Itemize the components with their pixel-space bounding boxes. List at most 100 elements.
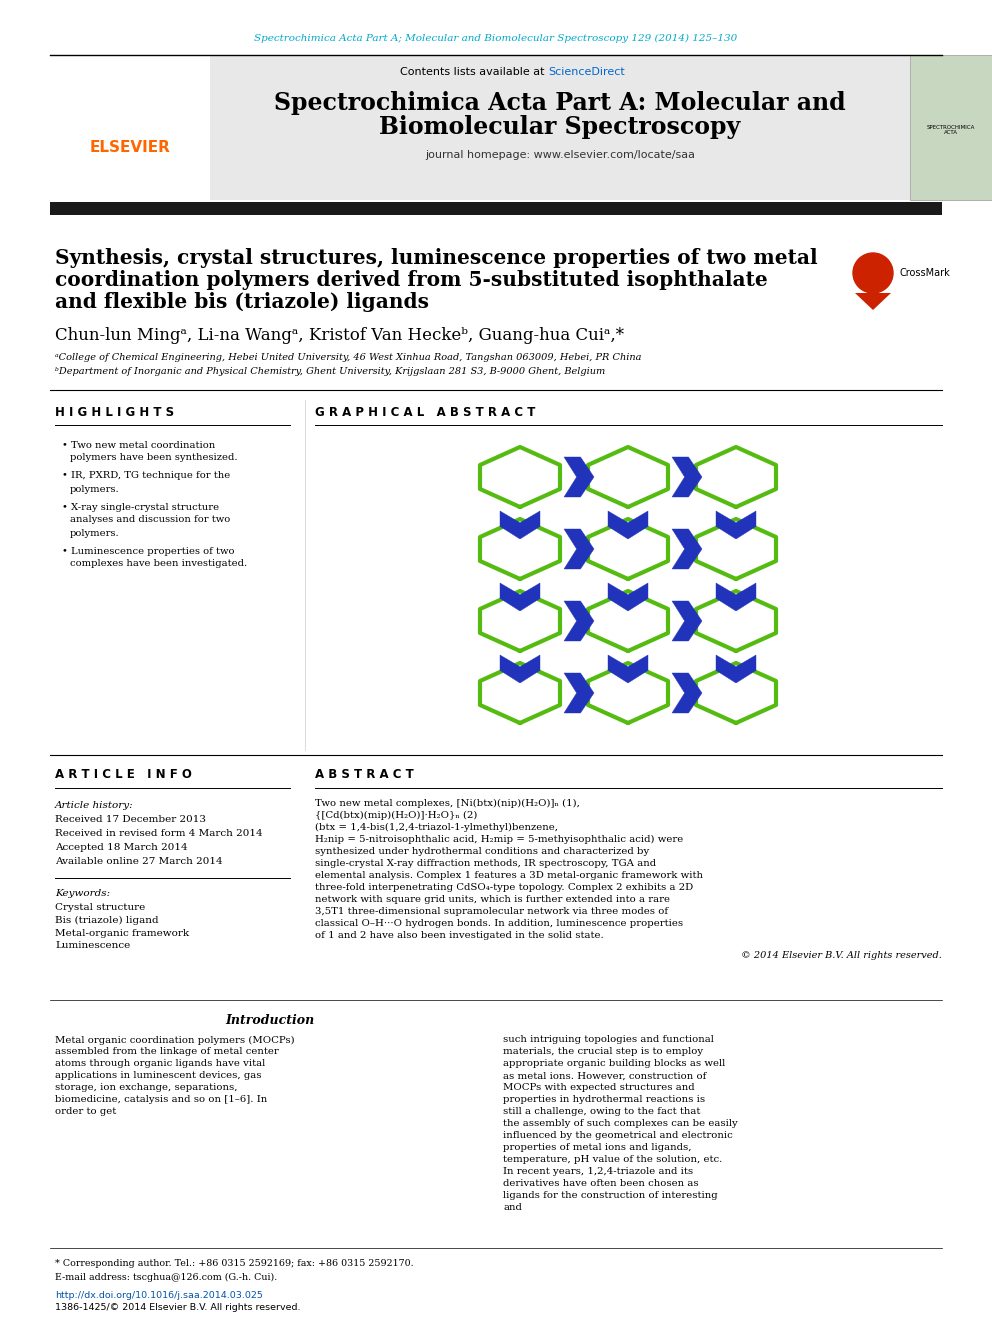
Text: In recent years, 1,2,4-triazole and its: In recent years, 1,2,4-triazole and its: [503, 1167, 693, 1176]
Text: influenced by the geometrical and electronic: influenced by the geometrical and electr…: [503, 1131, 733, 1140]
Text: Accepted 18 March 2014: Accepted 18 March 2014: [55, 843, 187, 852]
Text: network with square grid units, which is further extended into a rare: network with square grid units, which is…: [315, 894, 670, 904]
Text: Two new metal complexes, [Ni(btx)(nip)(H₂O)]ₙ (1),: Two new metal complexes, [Ni(btx)(nip)(H…: [315, 799, 580, 807]
Text: polymers have been synthesized.: polymers have been synthesized.: [70, 454, 237, 463]
Text: and: and: [503, 1204, 522, 1212]
Text: derivatives have often been chosen as: derivatives have often been chosen as: [503, 1180, 698, 1188]
Polygon shape: [672, 673, 702, 713]
Text: Introduction: Introduction: [225, 1013, 314, 1027]
Text: A B S T R A C T: A B S T R A C T: [315, 769, 414, 782]
Polygon shape: [500, 583, 540, 611]
Text: Metal organic coordination polymers (MOCPs): Metal organic coordination polymers (MOC…: [55, 1036, 295, 1045]
Polygon shape: [716, 583, 756, 611]
Text: of 1 and 2 have also been investigated in the solid state.: of 1 and 2 have also been investigated i…: [315, 930, 604, 939]
Polygon shape: [608, 655, 648, 683]
Text: Received in revised form 4 March 2014: Received in revised form 4 March 2014: [55, 828, 263, 837]
Polygon shape: [855, 292, 891, 310]
Text: single-crystal X-ray diffraction methods, IR spectroscopy, TGA and: single-crystal X-ray diffraction methods…: [315, 859, 656, 868]
Text: the assembly of such complexes can be easily: the assembly of such complexes can be ea…: [503, 1119, 738, 1129]
Text: MOCPs with expected structures and: MOCPs with expected structures and: [503, 1084, 694, 1093]
Polygon shape: [672, 529, 702, 569]
Text: polymers.: polymers.: [70, 528, 120, 537]
Text: ligands for the construction of interesting: ligands for the construction of interest…: [503, 1192, 717, 1200]
Text: Spectrochimica Acta Part A: Molecular and: Spectrochimica Acta Part A: Molecular an…: [274, 91, 846, 115]
Text: • X-ray single-crystal structure: • X-ray single-crystal structure: [62, 503, 219, 512]
Text: http://dx.doi.org/10.1016/j.saa.2014.03.025: http://dx.doi.org/10.1016/j.saa.2014.03.…: [55, 1290, 263, 1299]
Text: Received 17 December 2013: Received 17 December 2013: [55, 815, 206, 823]
Text: still a challenge, owing to the fact that: still a challenge, owing to the fact tha…: [503, 1107, 700, 1117]
Text: coordination polymers derived from 5-substituted isophthalate: coordination polymers derived from 5-sub…: [55, 270, 768, 290]
Text: Synthesis, crystal structures, luminescence properties of two metal: Synthesis, crystal structures, luminesce…: [55, 247, 817, 269]
Text: analyses and discussion for two: analyses and discussion for two: [70, 516, 230, 524]
Text: complexes have been investigated.: complexes have been investigated.: [70, 560, 247, 569]
Polygon shape: [564, 456, 594, 497]
Text: Bis (triazole) ligand: Bis (triazole) ligand: [55, 916, 159, 925]
Text: synthesized under hydrothermal conditions and characterized by: synthesized under hydrothermal condition…: [315, 847, 649, 856]
Text: Keywords:: Keywords:: [55, 889, 110, 897]
Text: ScienceDirect: ScienceDirect: [548, 67, 625, 77]
Text: Available online 27 March 2014: Available online 27 March 2014: [55, 856, 222, 865]
Text: Metal-organic framework: Metal-organic framework: [55, 929, 189, 938]
Text: E-mail address: tscghua@126.com (G.-h. Cui).: E-mail address: tscghua@126.com (G.-h. C…: [55, 1273, 277, 1282]
Text: H I G H L I G H T S: H I G H L I G H T S: [55, 406, 175, 418]
Polygon shape: [500, 655, 540, 683]
Polygon shape: [608, 511, 648, 538]
Text: Chun-lun Mingᵃ, Li-na Wangᵃ, Kristof Van Heckeᵇ, Guang-hua Cuiᵃ,*: Chun-lun Mingᵃ, Li-na Wangᵃ, Kristof Van…: [55, 327, 624, 344]
Text: Contents lists available at: Contents lists available at: [400, 67, 548, 77]
Text: Article history:: Article history:: [55, 800, 134, 810]
Text: and flexible bis (triazole) ligands: and flexible bis (triazole) ligands: [55, 292, 429, 312]
Polygon shape: [564, 673, 594, 713]
Text: A R T I C L E   I N F O: A R T I C L E I N F O: [55, 769, 191, 782]
Text: (btx = 1,4-bis(1,2,4-triazol-1-ylmethyl)benzene,: (btx = 1,4-bis(1,2,4-triazol-1-ylmethyl)…: [315, 823, 558, 832]
Text: 3,5T1 three-dimensional supramolecular network via three modes of: 3,5T1 three-dimensional supramolecular n…: [315, 906, 669, 916]
Text: ᵇDepartment of Inorganic and Physical Chemistry, Ghent University, Krijgslaan 28: ᵇDepartment of Inorganic and Physical Ch…: [55, 368, 605, 377]
Text: 1386-1425/© 2014 Elsevier B.V. All rights reserved.: 1386-1425/© 2014 Elsevier B.V. All right…: [55, 1303, 301, 1312]
Text: © 2014 Elsevier B.V. All rights reserved.: © 2014 Elsevier B.V. All rights reserved…: [741, 950, 942, 959]
Polygon shape: [716, 655, 756, 683]
Text: Biomolecular Spectroscopy: Biomolecular Spectroscopy: [379, 115, 741, 139]
Polygon shape: [716, 511, 756, 538]
Polygon shape: [500, 511, 540, 538]
Text: three-fold interpenetrating CdSO₄-type topology. Complex 2 exhibits a 2D: three-fold interpenetrating CdSO₄-type t…: [315, 882, 693, 892]
Text: ELSEVIER: ELSEVIER: [89, 140, 171, 156]
Text: biomedicine, catalysis and so on [1–6]. In: biomedicine, catalysis and so on [1–6]. …: [55, 1095, 267, 1105]
Bar: [910, 56, 992, 200]
Polygon shape: [564, 529, 594, 569]
Text: appropriate organic building blocks as well: appropriate organic building blocks as w…: [503, 1060, 725, 1069]
Polygon shape: [672, 456, 702, 497]
Bar: [50, 202, 942, 216]
Text: {[Cd(btx)(mip)(H₂O)]·H₂O}ₙ (2): {[Cd(btx)(mip)(H₂O)]·H₂O}ₙ (2): [315, 811, 477, 819]
Text: polymers.: polymers.: [70, 484, 120, 493]
Text: G R A P H I C A L   A B S T R A C T: G R A P H I C A L A B S T R A C T: [315, 406, 536, 418]
Text: H₂nip = 5-nitroisophthalic acid, H₂mip = 5-methyisophthalic acid) were: H₂nip = 5-nitroisophthalic acid, H₂mip =…: [315, 835, 683, 844]
Text: journal homepage: www.elsevier.com/locate/saa: journal homepage: www.elsevier.com/locat…: [425, 149, 695, 160]
Text: Spectrochimica Acta Part A; Molecular and Biomolecular Spectroscopy 129 (2014) 1: Spectrochimica Acta Part A; Molecular an…: [254, 33, 738, 42]
Text: materials, the crucial step is to employ: materials, the crucial step is to employ: [503, 1048, 703, 1057]
Text: CrossMark: CrossMark: [900, 269, 950, 278]
Text: applications in luminescent devices, gas: applications in luminescent devices, gas: [55, 1072, 262, 1081]
Circle shape: [853, 253, 893, 292]
Text: • Luminescence properties of two: • Luminescence properties of two: [62, 546, 234, 556]
Text: Crystal structure: Crystal structure: [55, 902, 145, 912]
Polygon shape: [608, 583, 648, 611]
Text: as metal ions. However, construction of: as metal ions. However, construction of: [503, 1072, 706, 1081]
Polygon shape: [672, 601, 702, 642]
Text: temperature, pH value of the solution, etc.: temperature, pH value of the solution, e…: [503, 1155, 722, 1164]
Polygon shape: [564, 601, 594, 642]
Text: Luminescence: Luminescence: [55, 942, 130, 950]
Text: properties of metal ions and ligands,: properties of metal ions and ligands,: [503, 1143, 691, 1152]
Text: properties in hydrothermal reactions is: properties in hydrothermal reactions is: [503, 1095, 705, 1105]
Bar: [50, 56, 210, 200]
Text: such intriguing topologies and functional: such intriguing topologies and functiona…: [503, 1036, 714, 1044]
Text: assembled from the linkage of metal center: assembled from the linkage of metal cent…: [55, 1048, 279, 1057]
Text: ᵃCollege of Chemical Engineering, Hebei United University, 46 West Xinhua Road, : ᵃCollege of Chemical Engineering, Hebei …: [55, 353, 642, 363]
Text: * Corresponding author. Tel.: +86 0315 2592169; fax: +86 0315 2592170.: * Corresponding author. Tel.: +86 0315 2…: [55, 1258, 414, 1267]
Bar: [210, 56, 910, 200]
Text: elemental analysis. Complex 1 features a 3D metal-organic framework with: elemental analysis. Complex 1 features a…: [315, 871, 703, 880]
Text: classical O–H···O hydrogen bonds. In addition, luminescence properties: classical O–H···O hydrogen bonds. In add…: [315, 918, 683, 927]
Text: atoms through organic ligands have vital: atoms through organic ligands have vital: [55, 1060, 265, 1069]
Text: storage, ion exchange, separations,: storage, ion exchange, separations,: [55, 1084, 237, 1093]
Text: • IR, PXRD, TG technique for the: • IR, PXRD, TG technique for the: [62, 471, 230, 480]
Text: order to get: order to get: [55, 1107, 116, 1117]
Text: • Two new metal coordination: • Two new metal coordination: [62, 441, 215, 450]
